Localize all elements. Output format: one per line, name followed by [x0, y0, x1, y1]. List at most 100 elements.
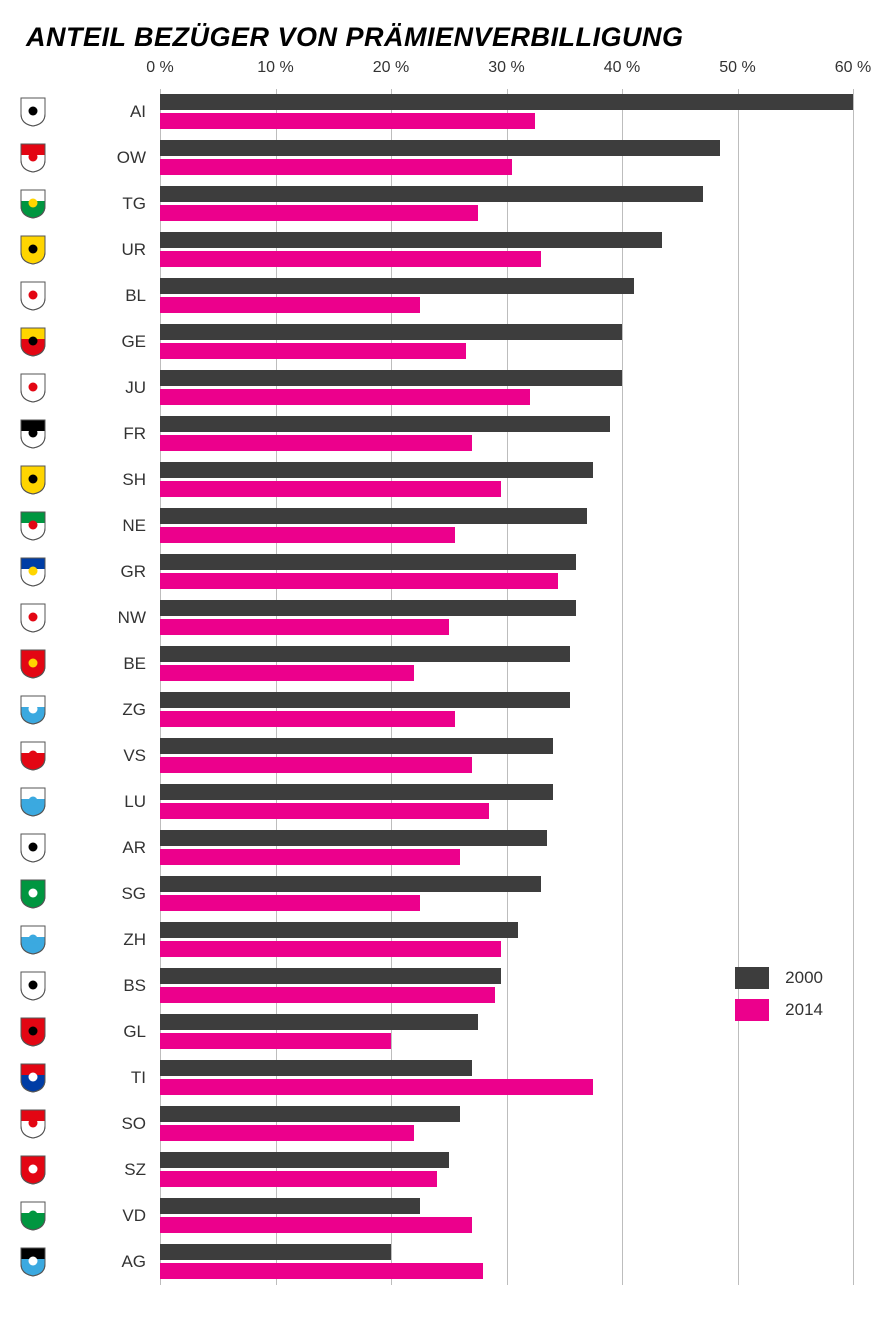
row-label: BS — [20, 963, 150, 1009]
chart-row: SG — [160, 871, 853, 917]
chart-row: VS — [160, 733, 853, 779]
bar-y2014 — [160, 1171, 437, 1187]
row-label: TI — [20, 1055, 150, 1101]
bar-y2000 — [160, 784, 553, 800]
chart-row: FR — [160, 411, 853, 457]
row-label: ZH — [20, 917, 150, 963]
chart-row: SZ — [160, 1147, 853, 1193]
canton-crest-icon — [20, 787, 46, 817]
bar-y2000 — [160, 1198, 420, 1214]
bar-y2014 — [160, 757, 472, 773]
bar-y2014 — [160, 1217, 472, 1233]
chart-row: AR — [160, 825, 853, 871]
canton-crest-icon — [20, 603, 46, 633]
canton-crest-icon — [20, 97, 46, 127]
canton-code: VD — [56, 1206, 150, 1226]
bar-y2014 — [160, 159, 512, 175]
canton-code: GL — [56, 1022, 150, 1042]
chart-row: GR — [160, 549, 853, 595]
chart-row: AG — [160, 1239, 853, 1285]
bar-y2000 — [160, 554, 576, 570]
legend-swatch — [735, 967, 769, 989]
canton-crest-icon — [20, 419, 46, 449]
row-label: OW — [20, 135, 150, 181]
bar-y2000 — [160, 1014, 478, 1030]
canton-crest-icon — [20, 235, 46, 265]
canton-code: NE — [56, 516, 150, 536]
chart-row: TG — [160, 181, 853, 227]
x-axis-tick: 60 % — [835, 59, 871, 77]
bar-y2014 — [160, 481, 501, 497]
bar-y2014 — [160, 113, 535, 129]
bar-y2014 — [160, 711, 455, 727]
row-label: ZG — [20, 687, 150, 733]
canton-crest-icon — [20, 879, 46, 909]
legend-label: 2014 — [785, 1000, 823, 1020]
bar-y2014 — [160, 1079, 593, 1095]
x-axis-tick: 50 % — [719, 59, 755, 77]
canton-code: UR — [56, 240, 150, 260]
canton-crest-icon — [20, 1063, 46, 1093]
bar-y2000 — [160, 94, 853, 110]
bar-y2014 — [160, 527, 455, 543]
bar-y2000 — [160, 830, 547, 846]
bar-y2000 — [160, 922, 518, 938]
chart-row: SO — [160, 1101, 853, 1147]
x-axis-tick: 0 % — [146, 59, 174, 77]
row-label: GR — [20, 549, 150, 595]
bar-y2014 — [160, 803, 489, 819]
canton-crest-icon — [20, 557, 46, 587]
chart-rows: AI OW TG UR BL GE JU — [160, 89, 853, 1285]
canton-code: ZG — [56, 700, 150, 720]
canton-crest-icon — [20, 511, 46, 541]
bar-y2000 — [160, 278, 634, 294]
canton-code: AG — [56, 1252, 150, 1272]
row-label: LU — [20, 779, 150, 825]
chart-row: OW — [160, 135, 853, 181]
chart-plot-area: 0 %10 %20 %30 %40 %50 %60 % AI OW TG UR … — [160, 59, 853, 1285]
chart-row: GE — [160, 319, 853, 365]
chart-row: VD — [160, 1193, 853, 1239]
bar-y2000 — [160, 876, 541, 892]
canton-crest-icon — [20, 1017, 46, 1047]
bar-y2000 — [160, 600, 576, 616]
canton-crest-icon — [20, 143, 46, 173]
bar-y2014 — [160, 297, 420, 313]
bar-y2014 — [160, 343, 466, 359]
canton-code: FR — [56, 424, 150, 444]
bar-y2014 — [160, 849, 460, 865]
chart-row: AI — [160, 89, 853, 135]
legend-swatch — [735, 999, 769, 1021]
canton-code: LU — [56, 792, 150, 812]
bar-y2014 — [160, 987, 495, 1003]
bar-y2000 — [160, 508, 587, 524]
row-label: AR — [20, 825, 150, 871]
chart-row: NW — [160, 595, 853, 641]
row-label: SG — [20, 871, 150, 917]
row-label: NW — [20, 595, 150, 641]
x-axis-tick: 10 % — [257, 59, 293, 77]
row-label: TG — [20, 181, 150, 227]
canton-code: TG — [56, 194, 150, 214]
canton-crest-icon — [20, 373, 46, 403]
row-label: GE — [20, 319, 150, 365]
canton-crest-icon — [20, 1155, 46, 1185]
row-label: SH — [20, 457, 150, 503]
bar-y2000 — [160, 186, 703, 202]
bar-y2000 — [160, 968, 501, 984]
row-label: GL — [20, 1009, 150, 1055]
bar-y2000 — [160, 370, 622, 386]
x-axis-tick: 40 % — [604, 59, 640, 77]
bar-y2014 — [160, 205, 478, 221]
canton-crest-icon — [20, 1201, 46, 1231]
gridline — [853, 89, 854, 1285]
bar-y2014 — [160, 941, 501, 957]
canton-crest-icon — [20, 741, 46, 771]
legend-label: 2000 — [785, 968, 823, 988]
canton-code: BL — [56, 286, 150, 306]
bar-y2000 — [160, 462, 593, 478]
chart-row: UR — [160, 227, 853, 273]
canton-code: TI — [56, 1068, 150, 1088]
bar-y2000 — [160, 1244, 391, 1260]
canton-code: SH — [56, 470, 150, 490]
